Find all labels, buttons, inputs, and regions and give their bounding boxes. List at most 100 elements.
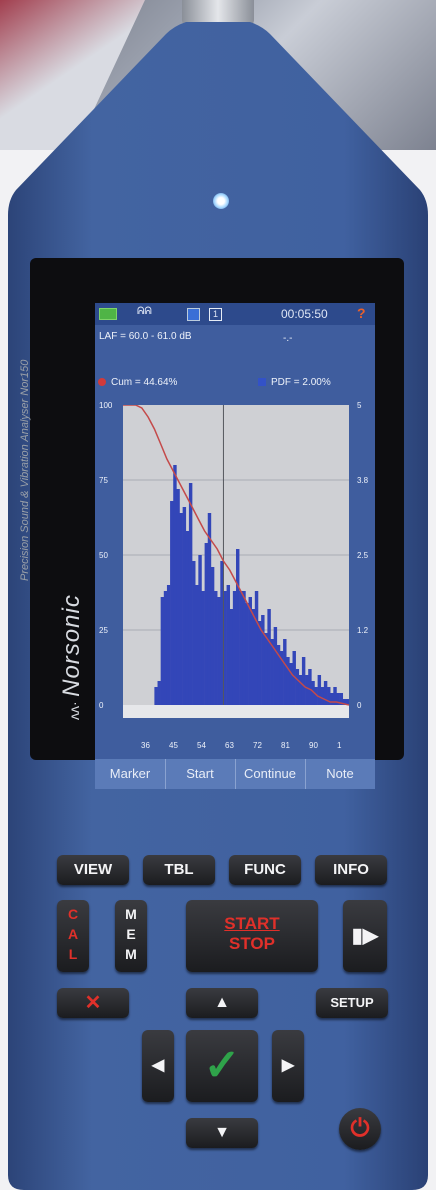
status-bar: ᕱᕱ 1 00:05:50 ? [95,303,375,325]
microphone-tip [182,0,254,26]
histogram-bar [176,489,180,705]
setup-button[interactable]: SETUP [316,988,388,1018]
histogram-bar [311,681,315,705]
y-left-tick-label: 50 [99,551,108,560]
play-button[interactable]: ▮▶ [343,900,387,972]
histogram-bar [267,609,271,705]
cum-legend: Cum = 44.64% [111,377,178,388]
softkey-bar: Marker Start Continue Note [95,759,375,789]
histogram-bar [257,621,262,705]
y-right-tick-label: 2.5 [357,551,369,560]
histogram-bar [229,609,234,705]
histogram-bar [254,591,259,705]
histogram-bar [179,513,183,705]
x-tick-label: 1 [337,741,342,750]
left-button[interactable]: ◀ [142,1030,174,1102]
x-tick-label: 72 [253,741,262,750]
battery-icon [99,308,117,320]
histogram-bar [314,687,318,705]
histogram-bar [239,591,243,705]
histogram-bar [308,669,312,705]
histogram-bar [283,639,287,705]
mem-letter: M [125,946,137,962]
histogram-bar [295,669,300,705]
histogram-bar [207,513,212,705]
histogram-bar [264,633,268,705]
status-led [213,193,229,209]
cal-letter: C [67,906,79,922]
display-screen: ᕱᕱ 1 00:05:50 ? LAF = 60.0 - 61.0 dB -.-… [95,303,375,789]
start-stop-button[interactable]: START STOP [186,900,318,972]
histogram-bar [154,687,158,705]
histogram-plot [123,404,350,718]
histogram-bar [298,675,303,705]
histogram-bar [173,465,177,705]
x-tick-label: 90 [309,741,318,750]
readout-value: -.- [283,333,293,344]
x-tick-label: 36 [141,741,150,750]
y-right-tick-label: 1.2 [357,626,369,635]
pdf-legend-marker [258,378,266,386]
elapsed-time: 00:05:50 [281,307,328,321]
channel-b-icon: 1 [209,308,222,321]
view-button[interactable]: VIEW [57,855,129,885]
histogram-bar [336,693,340,705]
histogram-bar [270,639,274,705]
histogram-bar [198,555,202,705]
histogram-bar [166,585,171,705]
power-button[interactable]: ⏻ [339,1108,381,1150]
histogram-bar [330,693,334,705]
y-left-tick-label: 75 [99,476,108,485]
histogram-bar [333,687,337,705]
histogram-bar [276,645,281,705]
down-button[interactable]: ▼ [186,1118,258,1148]
histogram-bar [232,591,237,705]
histogram-bar [185,531,190,705]
histogram-bar [273,627,278,705]
mem-letter: E [126,926,136,942]
histogram-bar [182,507,187,705]
mem-letter: M [125,906,137,922]
tbl-button[interactable]: TBL [143,855,215,885]
clear-button[interactable]: ✕ [57,988,129,1018]
right-button[interactable]: ▶ [272,1030,304,1102]
histogram-bar [157,681,161,705]
chart-baseline [123,705,349,718]
x-tick-label: 54 [197,741,206,750]
histogram-bar [245,603,249,705]
softkey-marker[interactable]: Marker [95,759,166,789]
func-button[interactable]: FUNC [229,855,301,885]
histogram-bar [251,609,256,705]
histogram-bar [236,549,240,705]
histogram-bar [223,591,227,705]
y-right-tick-label: 3.8 [357,476,369,485]
histogram-chart [123,404,350,718]
ok-button[interactable]: ✓ [186,1030,258,1102]
y-right-tick-label: 5 [357,401,362,410]
y-left-tick-label: 100 [99,401,113,410]
model-text: Precision Sound & Vibration Analyser Nor… [19,359,31,581]
cal-letter: A [67,926,79,942]
x-tick-label: 81 [281,741,290,750]
softkey-continue[interactable]: Continue [235,759,306,789]
histogram-bar [226,585,231,705]
info-button[interactable]: INFO [315,855,387,885]
brand-name: Norsonic [58,594,85,697]
histogram-bar [261,615,265,705]
histogram-bar [317,675,322,705]
softkey-note[interactable]: Note [326,766,354,781]
histogram-bar [214,591,218,705]
up-button[interactable]: ▲ [186,988,258,1018]
histogram-bar [201,591,205,705]
help-icon[interactable]: ? [357,305,366,321]
histogram-bar [188,483,193,705]
histogram-bar [286,657,290,705]
alarm-icon: ᕱᕱ [137,306,152,317]
y-left-tick-label: 0 [99,701,104,710]
histogram-bar [301,657,306,705]
histogram-bar [320,687,325,705]
softkey-start[interactable]: Start [165,759,236,789]
pdf-legend: PDF = 2.00% [271,377,331,388]
